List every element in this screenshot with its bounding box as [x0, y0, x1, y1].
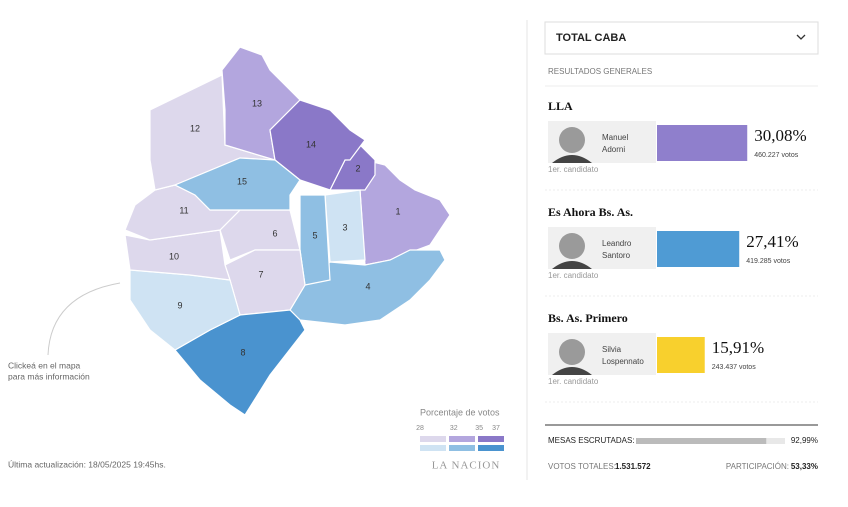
candidate-name: Adorni: [602, 145, 625, 154]
commune-label: 1: [395, 206, 400, 216]
commune-label: 4: [365, 281, 370, 291]
tables-label: MESAS ESCRUTADAS:: [548, 436, 635, 445]
turnout-label: PARTICIPACIÓN:: [726, 462, 789, 471]
commune[interactable]: [324, 189, 366, 263]
legend-swatch: [420, 445, 446, 451]
role: 1er. candidato: [548, 165, 599, 174]
updated: Última actualización: 18/05/2025 19:45hs…: [8, 459, 166, 469]
legend-tick: 32: [450, 425, 458, 432]
legend-swatch: [478, 445, 504, 451]
selector[interactable]: [544, 21, 819, 55]
photo-body: [552, 261, 592, 269]
legend-swatch: [449, 436, 475, 442]
legend-swatch: [478, 436, 504, 442]
total-value: 1.531.572: [615, 462, 651, 471]
tables-value: 92,99%: [791, 436, 818, 445]
commune[interactable]: [173, 157, 301, 211]
party: LLA: [548, 99, 573, 113]
candidate-name: Silvia: [602, 345, 622, 354]
commune-label: 8: [240, 347, 245, 357]
legend-tick: 35: [475, 425, 483, 432]
brand: LA NACION: [432, 460, 501, 472]
commune-label: 13: [252, 98, 262, 108]
commune-label: 7: [258, 269, 263, 279]
commune-label: 6: [272, 228, 277, 238]
candidate-name: Santoro: [602, 251, 631, 260]
legend-title: Porcentaje de votos: [420, 407, 500, 417]
result-bar: [657, 231, 740, 267]
total-label: VOTOS TOTALES:: [548, 462, 616, 471]
hint-curve: [47, 282, 121, 356]
candidate-name: Lospennato: [602, 357, 644, 366]
commune[interactable]: [269, 99, 366, 191]
percent: 27,41%: [746, 232, 798, 251]
result-bar: [657, 125, 748, 161]
legend-swatch: [449, 445, 475, 451]
votes: 460.227 votos: [754, 152, 798, 159]
percent: 15,91%: [712, 338, 764, 357]
commune-label: 15: [237, 176, 247, 186]
commune-label: 10: [169, 251, 179, 261]
photo: [559, 339, 585, 365]
section: RESULTADOS GENERALES: [548, 67, 652, 76]
role: 1er. candidato: [548, 377, 599, 386]
party: Bs. As. Primero: [548, 311, 628, 325]
chevron: [796, 34, 806, 40]
commune-label: 14: [306, 139, 316, 149]
legend-tick: 28: [416, 425, 424, 432]
candidate-name: Manuel: [602, 133, 628, 142]
legend-tick: 37: [492, 425, 500, 432]
commune-label: 9: [177, 300, 182, 310]
commune-label: 5: [312, 230, 317, 240]
tables-bar: [636, 438, 767, 444]
photo-body: [552, 155, 592, 163]
result-bar: [657, 337, 705, 373]
votes: 419.285 votos: [746, 258, 790, 265]
votes: 243.437 votos: [712, 364, 756, 371]
selector-label: TOTAL CABA: [556, 32, 626, 44]
role: 1er. candidato: [548, 271, 599, 280]
commune-label: 3: [342, 222, 347, 232]
party: Es Ahora Bs. As.: [548, 205, 633, 219]
photo-body: [552, 367, 592, 375]
percent: 30,08%: [754, 126, 806, 145]
legend-swatch: [420, 436, 446, 442]
hint: Clickeá en el mapa: [8, 360, 81, 370]
turnout-value: 53,33%: [791, 462, 818, 471]
photo: [559, 127, 585, 153]
commune-label: 11: [179, 205, 188, 215]
photo: [559, 233, 585, 259]
commune-label: 2: [355, 163, 360, 173]
commune-label: 12: [190, 123, 200, 133]
candidate-name: Leandro: [602, 239, 632, 248]
commune[interactable]: [299, 194, 331, 286]
hint: para más información: [8, 371, 90, 381]
